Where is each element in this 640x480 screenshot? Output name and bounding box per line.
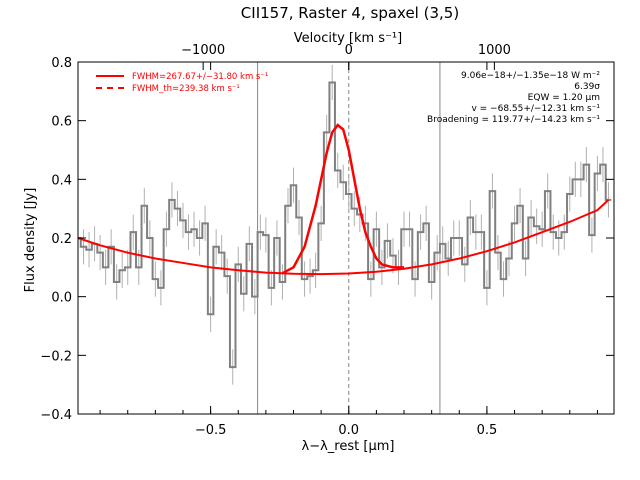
y-tick-label: 0.8 xyxy=(51,56,72,71)
y-tick-label: 0.2 xyxy=(51,232,72,247)
y-tick-label: 0.4 xyxy=(51,173,72,188)
fit-annotation: v = −68.55+/−12.31 km s⁻¹ xyxy=(471,104,600,114)
top-tick-label: −1000 xyxy=(181,43,225,58)
fit-annotation: Broadening = 119.77+/−14.23 km s⁻¹ xyxy=(427,115,600,125)
continuum-fit-line xyxy=(77,199,610,276)
y-axis-label: Flux density [Jy] xyxy=(23,188,38,293)
spectrum-line xyxy=(78,81,612,369)
plot-area: −0.5 0.0 0.5 −1000 0 1000 −0.4 −0.2 0.0 0.2 0.4 0.6… xyxy=(40,43,615,438)
top-axis-label: Velocity [km s⁻¹] xyxy=(294,31,402,46)
chart-title: CII157, Raster 4, spaxel (3,5) xyxy=(241,4,459,22)
x-tick-label: −0.5 xyxy=(195,423,227,438)
y-tick-label: 0.0 xyxy=(51,291,72,306)
gaussian-fit-line xyxy=(281,123,405,275)
legend-label: FWHM_th=239.38 km s⁻¹ xyxy=(132,84,240,94)
fit-annotation: 9.06e−18+/−1.35e−18 W m⁻² xyxy=(461,71,600,81)
top-tick-label: 0 xyxy=(345,43,353,58)
x-axis-label: λ−λ_rest [μm] xyxy=(302,439,395,454)
x-tick-label: 0.0 xyxy=(338,423,359,438)
fit-annotation: EQW = 1.20 μm xyxy=(528,93,600,103)
y-tick-label: −0.4 xyxy=(40,408,72,423)
fit-annotation: 6.39σ xyxy=(574,82,600,92)
y-tick-label: −0.2 xyxy=(40,349,72,364)
y-tick-label: 0.6 xyxy=(51,115,72,130)
top-tick-label: 1000 xyxy=(478,43,511,58)
legend-label: FWHM=267.67+/−31.80 km s⁻¹ xyxy=(132,72,268,82)
x-tick-label: 0.5 xyxy=(477,423,498,438)
